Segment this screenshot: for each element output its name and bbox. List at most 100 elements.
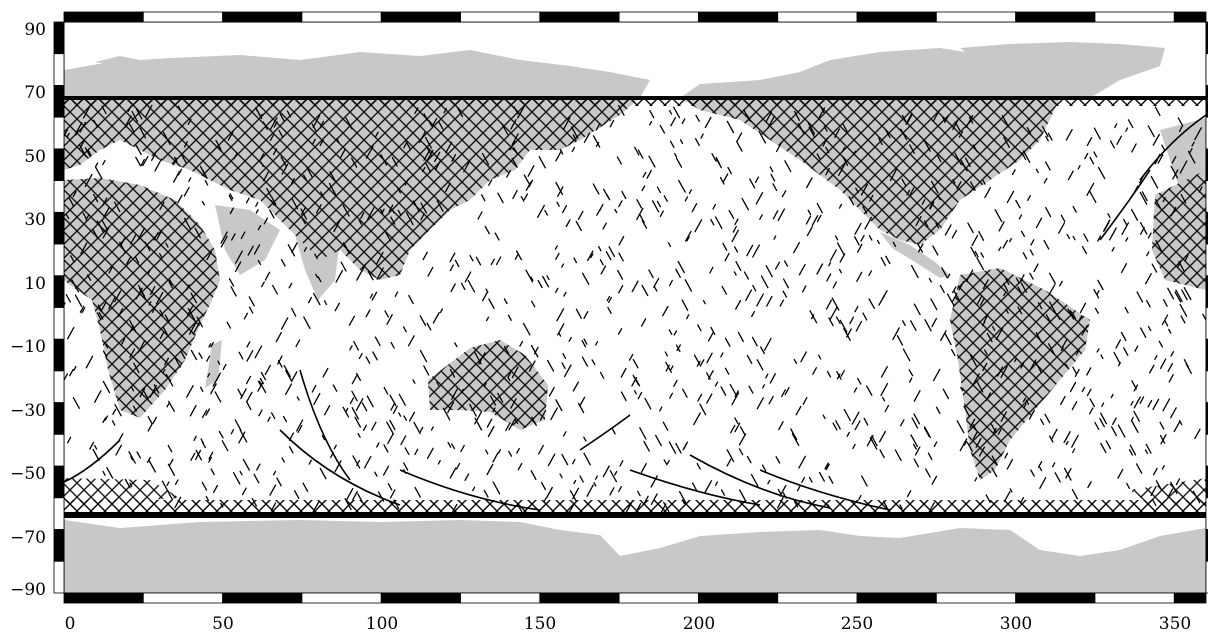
track-segment <box>147 423 153 432</box>
track-segment <box>156 229 163 240</box>
track-segment <box>1086 388 1092 397</box>
track-segment <box>517 105 525 119</box>
track-segment <box>906 189 911 196</box>
track-segment <box>782 290 788 298</box>
track-segment <box>683 443 687 450</box>
track-segment <box>975 437 982 448</box>
track-segment <box>537 279 543 289</box>
track-segment <box>1071 401 1078 411</box>
track-segment <box>1096 290 1100 295</box>
track-segment <box>760 275 769 289</box>
track-segment <box>609 119 615 128</box>
track-segment <box>765 373 769 379</box>
track-segment <box>781 389 786 398</box>
track-segment <box>246 341 251 348</box>
track-segment <box>449 264 454 272</box>
track-segment <box>750 473 759 487</box>
track-segment <box>222 363 227 371</box>
track-segment <box>349 345 353 351</box>
track-segment <box>192 321 201 335</box>
track-segment <box>194 227 201 239</box>
track-segment <box>295 339 301 348</box>
track-segment <box>960 386 964 392</box>
track-segment <box>618 104 625 116</box>
track-segment <box>546 275 550 281</box>
track-segment <box>240 388 247 400</box>
track-segment <box>353 340 359 351</box>
track-segment <box>328 182 337 196</box>
track-segment <box>508 418 516 431</box>
track-segment <box>248 306 254 314</box>
track-segment <box>994 209 1003 223</box>
track-segment <box>1004 452 1009 459</box>
track-segment <box>506 169 512 178</box>
eurasia-hatch <box>64 98 640 280</box>
track-segment <box>1110 393 1114 399</box>
track-segment <box>503 298 508 305</box>
track-segment <box>507 314 512 321</box>
track-segment <box>842 123 848 132</box>
track-segment <box>1147 125 1155 138</box>
track-segment <box>199 386 204 392</box>
track-segment <box>1123 347 1129 356</box>
track-segment <box>1067 308 1075 320</box>
track-segment <box>387 433 394 445</box>
track-segment <box>978 446 986 457</box>
track-segment <box>1181 289 1188 301</box>
track-segment <box>180 351 186 360</box>
track-segment <box>1131 420 1139 433</box>
track-segment <box>704 116 712 129</box>
track-segment <box>256 463 261 471</box>
track-segment <box>719 176 725 185</box>
track-segment <box>1147 399 1153 408</box>
novaya-zemlya-land <box>225 60 265 78</box>
track-segment <box>969 418 976 429</box>
track-segment <box>784 386 790 396</box>
track-segment <box>1077 165 1081 170</box>
track-segment <box>277 355 283 365</box>
track-segment <box>1109 227 1117 241</box>
track-segment <box>185 284 190 291</box>
track-segment <box>1047 132 1053 141</box>
track-segment <box>69 368 74 377</box>
track-segment <box>876 239 880 245</box>
track-segment <box>392 405 398 414</box>
track-segment <box>155 291 164 305</box>
frame-check-top <box>935 11 1017 23</box>
track-segment <box>550 407 558 421</box>
track-segment <box>527 165 535 177</box>
track-segment <box>445 141 453 154</box>
track-segment <box>1145 443 1152 454</box>
track-segment <box>542 275 550 288</box>
track-segment <box>738 433 747 446</box>
track-segment <box>451 443 456 450</box>
track-segment <box>130 456 134 461</box>
track-segment <box>145 104 153 118</box>
frame-check-bottom <box>935 592 1017 604</box>
track-segment <box>272 148 278 156</box>
track-segment <box>430 426 434 431</box>
track-segment <box>319 120 325 129</box>
track-segment <box>909 187 915 195</box>
track-segment <box>264 271 271 281</box>
track-segment <box>820 106 825 113</box>
track-segment <box>360 212 365 220</box>
track-segment <box>617 328 623 335</box>
track-segment <box>1065 440 1069 446</box>
track-segment <box>1179 303 1188 317</box>
track-segment <box>1183 359 1189 368</box>
track-segment <box>243 312 249 320</box>
track-segment <box>74 294 83 308</box>
track-segment <box>162 131 171 146</box>
track-segment <box>1100 442 1107 454</box>
track-segment <box>431 117 438 127</box>
track-segment <box>573 479 577 485</box>
track-segment <box>436 381 440 387</box>
track-segment <box>761 464 767 472</box>
track-segment <box>967 222 974 234</box>
track-segment <box>1155 199 1162 209</box>
track-segment <box>544 209 549 216</box>
track-segment <box>836 373 841 380</box>
track-segment <box>188 322 197 335</box>
track-segment <box>511 366 519 379</box>
